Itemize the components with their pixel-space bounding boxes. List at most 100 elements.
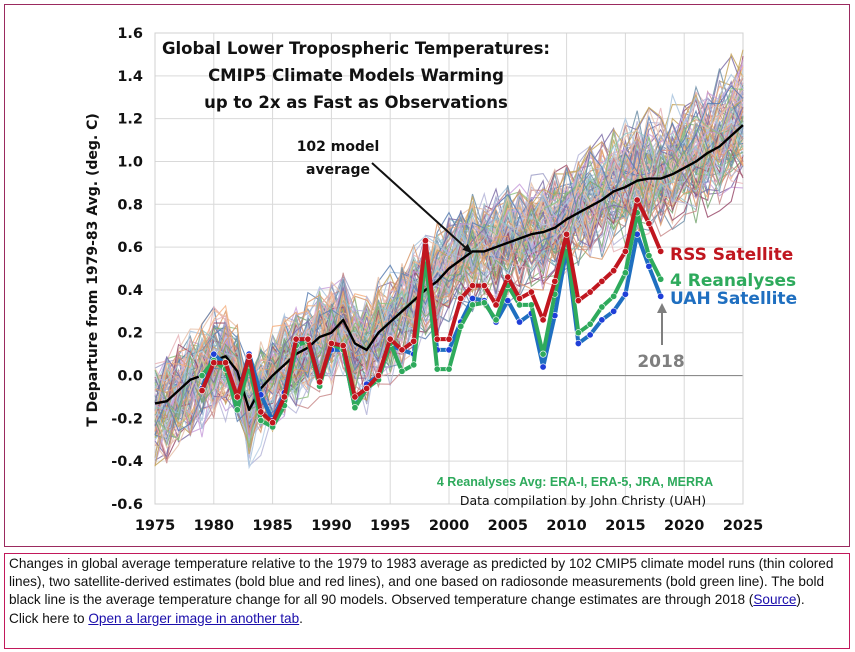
uah-satellite-point [504, 297, 512, 305]
y-tick-label: -0.6 [111, 497, 143, 513]
model-average-arrow [371, 162, 468, 250]
click-suffix: . [299, 610, 303, 626]
rss-satellite-point [551, 277, 559, 285]
rss-satellite-point [292, 335, 300, 343]
y-tick-label: 1.6 [117, 26, 143, 42]
y-tick-label: 0.0 [117, 369, 143, 385]
y-tick-label: 0.8 [117, 197, 143, 213]
reanalyses-point [398, 367, 406, 375]
x-tick-label: 1985 [252, 518, 292, 534]
uah-satellite-point [445, 346, 453, 354]
rss-satellite-label: RSS Satellite [670, 245, 793, 265]
y-tick-label: 1.2 [117, 112, 143, 128]
rss-satellite-point [363, 384, 371, 392]
chart-title: Global Lower Tropospheric Temperatures: … [162, 39, 550, 112]
open-larger-image-link[interactable]: Open a larger image in another tab [88, 610, 300, 626]
y-tick-label: -0.2 [111, 411, 143, 427]
rss-satellite-point [304, 335, 312, 343]
y-tick-label: 0.6 [117, 240, 143, 256]
rss-satellite-point [527, 288, 535, 296]
reanalyses-point [610, 292, 618, 300]
reanalyses-point [539, 350, 547, 358]
source-link[interactable]: Source [753, 592, 797, 608]
reanalyses-point [469, 301, 477, 309]
title-line-3: up to 2x as Fast as Observations [204, 93, 508, 112]
reanalyses-point [527, 301, 535, 309]
chart: -0.6 -0.4 -0.2 0.0 0.2 0.4 0.6 0.8 1.0 1.2 1.4 1.6 1… [85, 26, 797, 534]
reanalyses-point [410, 361, 418, 369]
rss-satellite-point [645, 220, 653, 228]
rss-satellite-point [433, 335, 441, 343]
model-run-line [154, 143, 744, 434]
reanalyses-point [598, 303, 606, 311]
y-tick-label: 1.0 [117, 154, 143, 170]
click-prefix: Click here to [9, 610, 89, 626]
y-tick-label: 1.4 [117, 69, 143, 85]
title-line-2: CMIP5 Climate Models Warming [208, 66, 504, 85]
rss-satellite-line [200, 198, 663, 425]
model-average-line [154, 124, 744, 411]
rss-satellite-point [457, 294, 465, 302]
figure-caption: Changes in global average temperature re… [4, 553, 850, 649]
rss-satellite-point [469, 282, 477, 290]
model-average-annotation: 102 model average [297, 139, 473, 254]
rss-satellite-point [398, 346, 406, 354]
rss-satellite-point [516, 294, 524, 302]
rss-satellite-point [374, 372, 382, 380]
x-tick-label: 2020 [664, 518, 704, 534]
rss-satellite-point [421, 237, 429, 245]
rss-satellite-point [280, 393, 288, 401]
uah-satellite-point [539, 363, 547, 371]
model-run-line [154, 52, 744, 467]
x-tick-label: 2005 [488, 518, 528, 534]
rss-satellite-point [586, 288, 594, 296]
x-tick-label: 1990 [311, 518, 351, 534]
uah-satellite-label: UAH Satellite [670, 289, 797, 309]
model-run-line [154, 87, 744, 449]
reanalyses-point [257, 417, 265, 425]
rss-satellite-point [410, 337, 418, 345]
reanalyses-point [516, 301, 524, 309]
uah-satellite-point [621, 290, 629, 298]
reanalyses-point [645, 252, 653, 260]
rss-satellite-point [539, 316, 547, 324]
reanalyses-point [480, 299, 488, 307]
reanalyses-point [198, 372, 206, 380]
rss-satellite-point [480, 282, 488, 290]
y-tick-label: -0.4 [111, 454, 143, 470]
x-tick-label: 2025 [723, 518, 763, 534]
reanalyses-point [433, 365, 441, 373]
rss-satellite-point [621, 247, 629, 255]
model-average-label-line-1: 102 model [297, 139, 380, 155]
rss-satellite-point [210, 359, 218, 367]
rss-satellite-point [386, 335, 394, 343]
x-tick-label: 1995 [370, 518, 410, 534]
model-average-arrowhead-icon [462, 243, 473, 254]
rss-satellite-point [598, 277, 606, 285]
uah-satellite-point [516, 318, 524, 326]
up-arrow-icon [657, 303, 667, 313]
reanalyses-point [233, 406, 241, 414]
rss-satellite-point [633, 196, 641, 204]
model-run-line [154, 164, 744, 422]
plot-area-border [154, 32, 744, 505]
model-ensemble-lines [154, 49, 744, 470]
caption-text-end: ). [796, 592, 805, 608]
rss-satellite-point [574, 297, 582, 305]
rss-satellite-point [563, 230, 571, 238]
data-credit: Data compilation by John Christy (UAH) [460, 493, 706, 508]
uah-satellite-point [469, 294, 477, 302]
uah-satellite-point [610, 307, 618, 315]
x-tick-label: 1980 [194, 518, 234, 534]
rss-satellite-point [198, 387, 206, 395]
x-tick-label: 2015 [605, 518, 645, 534]
model-run-line [154, 116, 744, 421]
x-tick-label: 2000 [429, 518, 469, 534]
rss-satellite-point [610, 267, 618, 275]
reanalyses-point [445, 365, 453, 373]
rss-satellite-point [257, 408, 265, 416]
rss-satellite-point [222, 359, 230, 367]
rss-satellite-point [492, 301, 500, 309]
reanalyses-point [621, 269, 629, 277]
rss-satellite-point [351, 393, 359, 401]
